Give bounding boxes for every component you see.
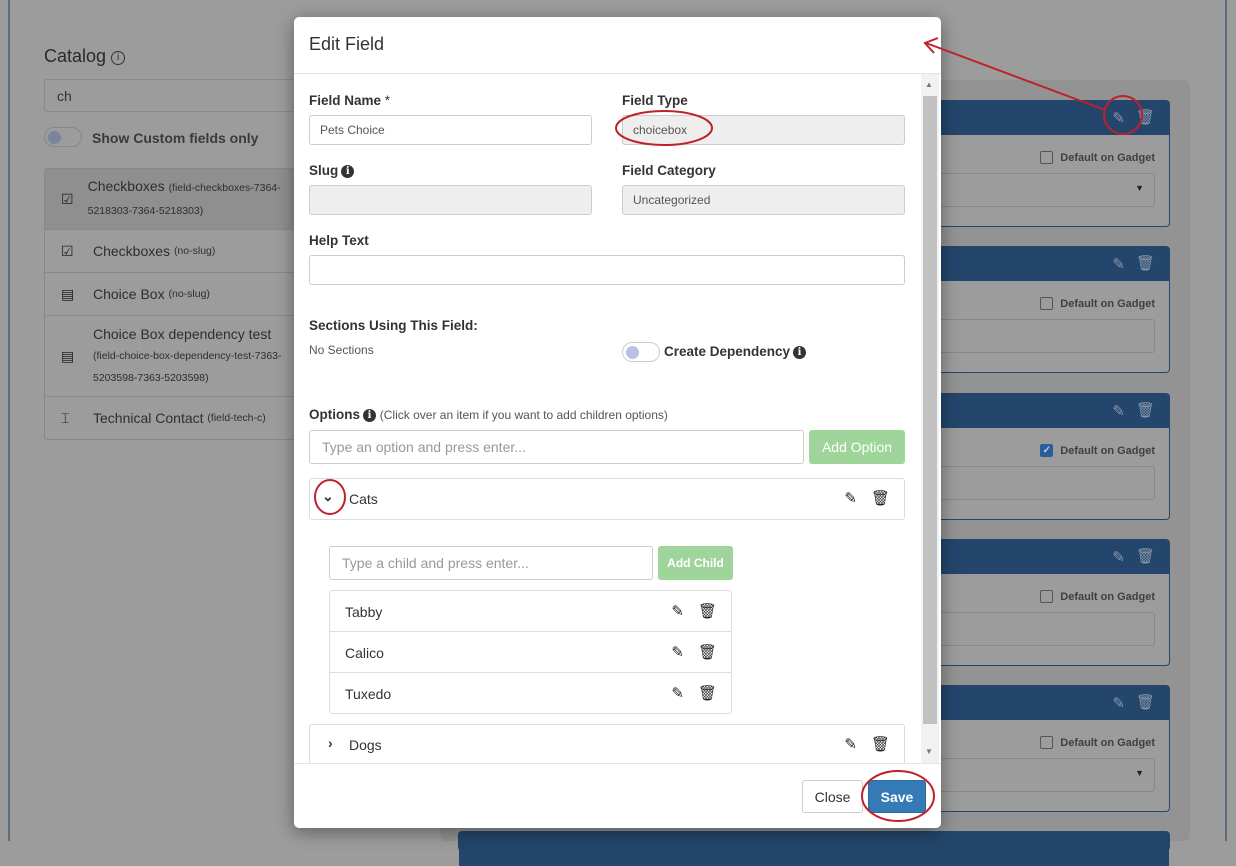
page-border-right — [1225, 0, 1227, 841]
catalog-item[interactable]: ▤ Choice Box dependency test (field-choic… — [45, 316, 304, 397]
modal-title: Edit Field — [294, 17, 941, 74]
caret-down-icon: ▼ — [1135, 768, 1144, 778]
child-item[interactable]: Tuxedo ✎ 🗑 — [345, 685, 717, 702]
default-on-gadget-checkbox[interactable]: ✓ Default on Gadget — [1040, 444, 1155, 457]
field-category-label: Field Category — [622, 163, 716, 178]
sections-value: No Sections — [309, 343, 374, 357]
pencil-icon[interactable]: ✎ — [671, 603, 684, 620]
choicebox-icon: ▤ — [61, 285, 75, 302]
checkbox-icon: ☑ — [61, 242, 74, 259]
checkbox-icon: ☑ — [61, 190, 74, 207]
catalog-item[interactable]: ☑ Checkboxes (no-slug) — [45, 230, 304, 273]
pencil-icon[interactable]: ✎ — [671, 644, 684, 661]
default-on-gadget-checkbox[interactable]: Default on Gadget — [1040, 151, 1155, 164]
page-border-left — [8, 0, 10, 841]
option-label: Dogs — [349, 737, 382, 753]
pencil-icon[interactable]: ✎ — [1112, 549, 1125, 566]
annotation-arrowhead — [923, 37, 939, 54]
default-on-gadget-checkbox[interactable]: Default on Gadget — [1040, 736, 1155, 749]
child-item[interactable]: Tabby ✎ 🗑 — [330, 591, 731, 632]
create-dependency-toggle[interactable] — [622, 342, 660, 362]
trash-icon[interactable]: 🗑 — [1135, 255, 1155, 272]
pencil-icon[interactable]: ✎ — [844, 490, 857, 507]
catalog-item[interactable]: ⌶ Technical Contact (field-tech-c) — [61, 409, 266, 427]
trash-icon[interactable]: 🗑 — [870, 490, 890, 507]
info-icon: i — [341, 165, 355, 178]
options-label: Options i (Click over an item if you want… — [309, 407, 668, 422]
annotation-circle-edit — [1103, 95, 1143, 135]
pencil-icon[interactable]: ✎ — [1112, 403, 1125, 420]
custom-fields-toggle-label: Show Custom fields only — [92, 130, 259, 146]
edit-field-modal: Edit Field Field Name * Pets Choice Fiel… — [294, 17, 941, 828]
catalog-title: Catalog i — [44, 46, 126, 67]
trash-icon[interactable]: 🗑 — [870, 736, 890, 753]
field-type-input: choicebox — [622, 115, 905, 145]
help-text-label: Help Text — [309, 233, 369, 248]
pencil-icon[interactable]: ✎ — [1112, 695, 1125, 712]
field-name-input[interactable]: Pets Choice — [309, 115, 592, 145]
create-dependency-label: Create Dependency i — [664, 344, 807, 359]
add-child-button[interactable]: Add Child — [658, 546, 733, 580]
trash-icon[interactable]: 🗑 — [1135, 402, 1155, 419]
pencil-icon[interactable]: ✎ — [844, 736, 857, 753]
trash-icon[interactable]: 🗑 — [1135, 694, 1155, 711]
annotation-circle-expand — [314, 479, 346, 515]
trash-icon[interactable]: 🗑 — [697, 644, 717, 661]
children-list: Tabby ✎ 🗑 Calico ✎ 🗑 Tuxedo ✎ 🗑 — [329, 590, 732, 714]
slug-input — [309, 185, 592, 215]
checkbox[interactable]: ✓ — [1040, 444, 1054, 457]
annotation-circle-save — [861, 770, 935, 822]
default-on-gadget-checkbox[interactable]: Default on Gadget — [1040, 297, 1155, 310]
info-icon: i — [793, 346, 807, 359]
checkbox[interactable] — [1040, 590, 1054, 603]
caret-down-icon: ▼ — [1135, 183, 1144, 193]
pencil-icon[interactable]: ✎ — [1112, 110, 1125, 127]
sections-label: Sections Using This Field: — [309, 318, 478, 333]
catalog-search-input[interactable]: ch — [44, 79, 304, 112]
info-icon: i — [363, 409, 376, 422]
field-category-input: Uncategorized — [622, 185, 905, 215]
add-option-button[interactable]: Add Option — [809, 430, 905, 464]
trash-icon[interactable]: 🗑 — [697, 603, 717, 620]
help-text-input[interactable] — [309, 255, 905, 285]
annotation-arrow — [925, 42, 1106, 111]
checkbox[interactable] — [1040, 297, 1054, 310]
child-input[interactable]: Type a child and press enter... — [329, 546, 653, 580]
custom-fields-toggle[interactable] — [44, 127, 82, 147]
pencil-icon[interactable]: ✎ — [671, 685, 684, 702]
catalog-item[interactable]: ☑ Checkboxes (field-checkboxes-7364-52183… — [45, 169, 304, 230]
trash-icon[interactable]: 🗑 — [1135, 548, 1155, 565]
chevron-down-icon[interactable]: ⌄ — [322, 488, 334, 504]
save-button[interactable]: Save — [868, 780, 926, 813]
annotation-circle-field-type — [615, 110, 713, 146]
option-item-dogs[interactable]: › Dogs ✎ 🗑 — [309, 724, 905, 763]
field-name-label: Field Name * — [309, 93, 391, 108]
slug-label: Slug i — [309, 163, 355, 178]
field-type-label: Field Type — [622, 93, 688, 108]
catalog-item[interactable]: ▤ Choice Box (no-slug) — [45, 273, 304, 316]
choicebox-icon: ▤ — [61, 347, 75, 364]
info-icon: i — [111, 51, 126, 65]
option-input[interactable]: Type an option and press enter... — [309, 430, 804, 464]
child-item[interactable]: Calico ✎ 🗑 — [330, 632, 731, 673]
catalog-list: ☑ Checkboxes (field-checkboxes-7364-52183… — [44, 168, 304, 440]
option-label: Cats — [349, 491, 378, 507]
trash-icon[interactable]: 🗑 — [697, 685, 717, 702]
modal-body: Field Name * Pets Choice Field Type choi… — [294, 74, 921, 763]
checkbox[interactable] — [1040, 736, 1054, 749]
checkbox[interactable] — [1040, 151, 1054, 164]
default-on-gadget-checkbox[interactable]: Default on Gadget — [1040, 590, 1155, 603]
text-field-icon: ⌶ — [61, 409, 70, 426]
chevron-right-icon[interactable]: › — [328, 735, 333, 751]
annotation-overlay — [314, 37, 1143, 822]
pencil-icon[interactable]: ✎ — [1112, 256, 1125, 273]
option-item-cats[interactable]: ⌄ Cats ✎ 🗑 — [309, 478, 905, 520]
modal-scrollbar[interactable]: ▲ ▼ — [921, 74, 939, 763]
